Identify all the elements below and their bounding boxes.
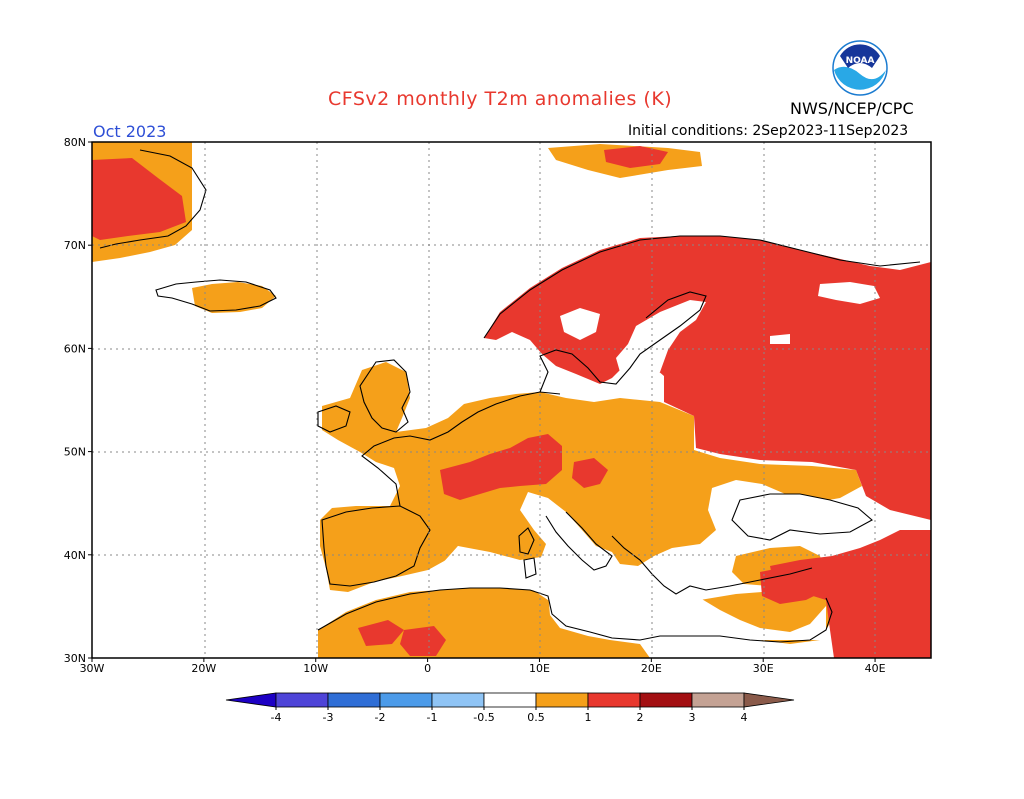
lat-label: 80N: [64, 136, 86, 149]
organization-label: NWS/NCEP/CPC: [790, 99, 914, 118]
colorbar-segment: [587, 692, 641, 708]
colorbar-label: 0.5: [527, 711, 545, 724]
colorbar-arrow-left: [225, 692, 277, 708]
lon-label: 20W: [191, 662, 216, 675]
logo-text: NOAA: [846, 56, 875, 66]
longitude-labels: 30W 20W 10W 0 10E 20E 30E 40E: [80, 658, 886, 675]
colorbar-segment: [431, 692, 485, 708]
lat-label: 60N: [64, 342, 86, 355]
colorbar-segment: [483, 692, 537, 708]
colorbar-label: 1: [585, 711, 592, 724]
anomaly-field: [92, 142, 931, 658]
lon-label: 0: [424, 662, 431, 675]
colorbar-arrow-right: [743, 692, 795, 708]
colorbar-segment: [639, 692, 693, 708]
colorbar-label: -3: [323, 711, 334, 724]
lon-label: 10E: [529, 662, 550, 675]
lon-label: 40E: [865, 662, 886, 675]
colorbar: -4 -3 -2 -1 -0.5 0.5 1 2 3 4: [225, 692, 795, 724]
lon-label: 30E: [753, 662, 774, 675]
lon-label: 30W: [80, 662, 105, 675]
lon-label: 20E: [641, 662, 662, 675]
latitude-labels: 80N 70N 60N 50N 40N 30N: [64, 136, 92, 665]
colorbar-label: -2: [375, 711, 386, 724]
colorbar-segment: [275, 692, 329, 708]
colorbar-label: -4: [271, 711, 282, 724]
lon-label: 10W: [303, 662, 328, 675]
valid-month-label: Oct 2023: [93, 122, 167, 141]
map-frame: [91, 141, 932, 659]
lat-label: 50N: [64, 446, 86, 459]
lat-label: 40N: [64, 549, 86, 562]
noaa-logo: NOAA: [832, 40, 888, 96]
lat-label: 70N: [64, 239, 86, 252]
colorbar-segment: [327, 692, 381, 708]
colorbar-label: 3: [689, 711, 696, 724]
coastlines: [99, 149, 921, 643]
colorbar-segment: [691, 692, 745, 708]
colorbar-label: 4: [741, 711, 748, 724]
colorbar-segment: [379, 692, 433, 708]
initial-conditions-label: Initial conditions: 2Sep2023-11Sep2023: [628, 123, 909, 139]
colorbar-segment: [535, 692, 589, 708]
colorbar-label: -1: [427, 711, 438, 724]
lat-label: 30N: [64, 652, 86, 665]
colorbar-label: -0.5: [473, 711, 494, 724]
anomaly-red-regions: [92, 146, 931, 658]
map-gridlines: [92, 142, 931, 658]
colorbar-label: 2: [637, 711, 644, 724]
chart-title: CFSv2 monthly T2m anomalies (K): [328, 88, 673, 110]
